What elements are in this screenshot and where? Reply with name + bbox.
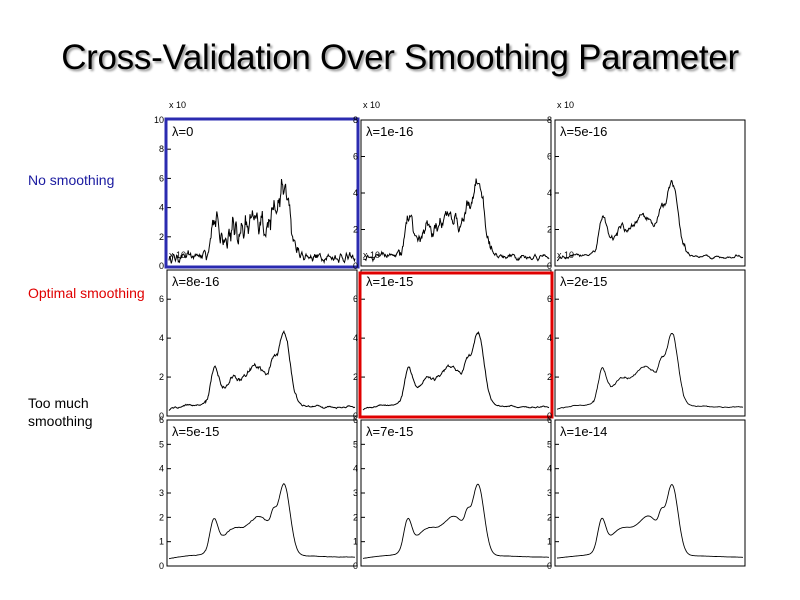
y-tick-label: 3: [353, 488, 358, 498]
y-tick-label: 0: [547, 261, 552, 271]
lambda-label: λ=1e-16: [366, 124, 413, 139]
y-tick-label: 5: [353, 439, 358, 449]
chart-panel: 6 4 2 0 x 10 λ=2e-15: [547, 250, 746, 421]
density-curve: [362, 483, 549, 559]
y-tick-label: 2: [547, 225, 552, 235]
y-tick-label: 0: [353, 411, 358, 421]
y-tick-label: 0: [547, 561, 552, 571]
lambda-label: λ=5e-16: [560, 124, 607, 139]
axis-exponent-label: x 10: [169, 100, 186, 110]
y-tick-label: 6: [353, 294, 358, 304]
label-optimal-smoothing: Optimal smoothing: [28, 285, 145, 301]
panel-frame: [554, 269, 746, 417]
panel-frame: [554, 419, 746, 567]
y-tick-label: 8: [353, 115, 358, 125]
y-tick-label: 4: [353, 188, 358, 198]
y-tick-label: 6: [547, 415, 552, 425]
y-tick-label: 2: [159, 512, 164, 522]
y-tick-label: 6: [159, 415, 164, 425]
y-tick-label: 4: [353, 464, 358, 474]
y-tick-label: 8: [159, 144, 164, 154]
lambda-label: λ=2e-15: [560, 274, 607, 289]
y-tick-label: 6: [353, 415, 358, 425]
y-tick-label: 0: [353, 261, 358, 271]
lambda-label: λ=7e-15: [366, 424, 413, 439]
highlight-box-no-smoothing: [164, 117, 360, 269]
y-tick-label: 4: [159, 203, 164, 213]
label-too-much-smoothing: Too much smoothing: [28, 395, 93, 429]
chart-panel: 8 6 4 2 0 x 10 λ=5e-16: [547, 100, 746, 271]
y-tick-label: 4: [353, 333, 358, 343]
chart-panel: 10 8 6 4 2 0 x 10 λ=0: [154, 100, 360, 271]
lambda-label: λ=5e-15: [172, 424, 219, 439]
highlight-box-optimal: [358, 271, 554, 419]
chart-panel: 6 4 2 0 x 10 λ=1e-15: [353, 250, 554, 421]
lambda-label: λ=1e-14: [560, 424, 607, 439]
chart-panel: 6 5 4 3 2 1 0 λ=1e-14: [547, 415, 746, 571]
density-curve: [362, 178, 550, 263]
y-tick-label: 6: [547, 294, 552, 304]
density-curve: [168, 178, 356, 265]
y-tick-label: 5: [159, 439, 164, 449]
panel-frame: [360, 419, 552, 567]
axis-exponent-label: x 10: [169, 250, 186, 260]
chart-panel: 8 6 4 2 0 x 10 λ=1e-16: [353, 100, 552, 271]
y-tick-label: 1: [547, 537, 552, 547]
lambda-label: λ=8e-16: [172, 274, 219, 289]
y-tick-label: 3: [547, 488, 552, 498]
y-tick-label: 0: [159, 561, 164, 571]
y-tick-label: 2: [547, 512, 552, 522]
lambda-label: λ=1e-15: [366, 274, 413, 289]
y-tick-label: 0: [547, 411, 552, 421]
panel-frame: [360, 269, 552, 417]
label-no-smoothing: No smoothing: [28, 172, 115, 188]
y-tick-label: 2: [547, 372, 552, 382]
y-tick-label: 4: [159, 464, 164, 474]
y-tick-label: 8: [547, 115, 552, 125]
chart-panel: 6 5 4 3 2 1 0 λ=7e-15: [353, 415, 552, 571]
y-tick-label: 0: [159, 411, 164, 421]
y-tick-label: 0: [353, 561, 358, 571]
density-curve: [556, 483, 743, 559]
density-curve: [168, 330, 356, 411]
y-tick-label: 5: [547, 439, 552, 449]
y-tick-label: 2: [353, 372, 358, 382]
axis-exponent-label: x 10: [363, 100, 380, 110]
axis-exponent-label: x 10: [557, 250, 574, 260]
panel-frame: [166, 269, 358, 417]
y-tick-label: 2: [159, 232, 164, 242]
density-curve: [557, 179, 744, 262]
density-curve: [362, 330, 550, 411]
y-tick-label: 4: [547, 333, 552, 343]
y-tick-label: 6: [547, 152, 552, 162]
y-tick-label: 4: [547, 464, 552, 474]
panel-frame: [166, 119, 358, 267]
axis-exponent-label: x 10: [557, 100, 574, 110]
slide-title: Cross-Validation Over Smoothing Paramete…: [61, 38, 739, 77]
y-tick-label: 6: [159, 173, 164, 183]
lambda-label: λ=0: [172, 124, 193, 139]
y-tick-label: 2: [353, 512, 358, 522]
panel-frame: [166, 419, 358, 567]
y-tick-label: 3: [159, 488, 164, 498]
y-tick-label: 4: [547, 188, 552, 198]
y-tick-label: 6: [159, 294, 164, 304]
y-tick-label: 2: [353, 225, 358, 235]
density-curve: [556, 332, 744, 410]
y-tick-label: 6: [353, 152, 358, 162]
y-tick-label: 1: [159, 537, 164, 547]
y-tick-label: 4: [159, 333, 164, 343]
y-tick-label: 0: [159, 261, 164, 271]
y-tick-label: 2: [159, 372, 164, 382]
density-curve: [168, 482, 355, 560]
panel-frame: [360, 119, 552, 267]
panel-frame: [554, 119, 746, 267]
axis-exponent-label: x 10: [363, 250, 380, 260]
chart-panel: 6 4 2 0 x 10 λ=8e-16: [159, 250, 358, 421]
y-tick-label: 1: [353, 537, 358, 547]
chart-panel: 6 5 4 3 2 1 0 λ=5e-15: [159, 415, 358, 571]
y-tick-label: 10: [154, 115, 164, 125]
